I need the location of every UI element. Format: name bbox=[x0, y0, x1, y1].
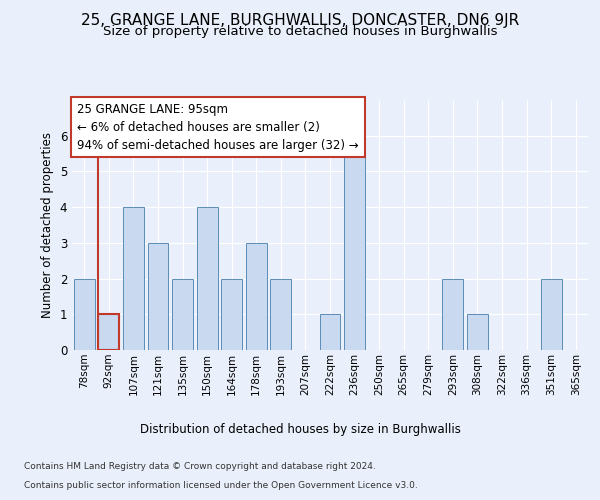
Bar bbox=[320, 314, 340, 350]
Bar bbox=[221, 278, 242, 350]
Text: Contains public sector information licensed under the Open Government Licence v3: Contains public sector information licen… bbox=[24, 481, 418, 490]
Text: 25, GRANGE LANE, BURGHWALLIS, DONCASTER, DN6 9JR: 25, GRANGE LANE, BURGHWALLIS, DONCASTER,… bbox=[81, 12, 519, 28]
Bar bbox=[442, 278, 463, 350]
Bar bbox=[98, 314, 119, 350]
Text: Distribution of detached houses by size in Burghwallis: Distribution of detached houses by size … bbox=[140, 422, 460, 436]
Bar bbox=[344, 136, 365, 350]
Text: 25 GRANGE LANE: 95sqm
← 6% of detached houses are smaller (2)
94% of semi-detach: 25 GRANGE LANE: 95sqm ← 6% of detached h… bbox=[77, 102, 359, 152]
Y-axis label: Number of detached properties: Number of detached properties bbox=[41, 132, 54, 318]
Text: Size of property relative to detached houses in Burghwallis: Size of property relative to detached ho… bbox=[103, 25, 497, 38]
Bar bbox=[246, 243, 267, 350]
Bar bbox=[467, 314, 488, 350]
Bar bbox=[148, 243, 169, 350]
Bar bbox=[172, 278, 193, 350]
Text: Contains HM Land Registry data © Crown copyright and database right 2024.: Contains HM Land Registry data © Crown c… bbox=[24, 462, 376, 471]
Bar bbox=[98, 314, 119, 350]
Bar bbox=[541, 278, 562, 350]
Bar bbox=[74, 278, 95, 350]
Bar bbox=[197, 207, 218, 350]
Bar bbox=[271, 278, 292, 350]
Bar bbox=[123, 207, 144, 350]
